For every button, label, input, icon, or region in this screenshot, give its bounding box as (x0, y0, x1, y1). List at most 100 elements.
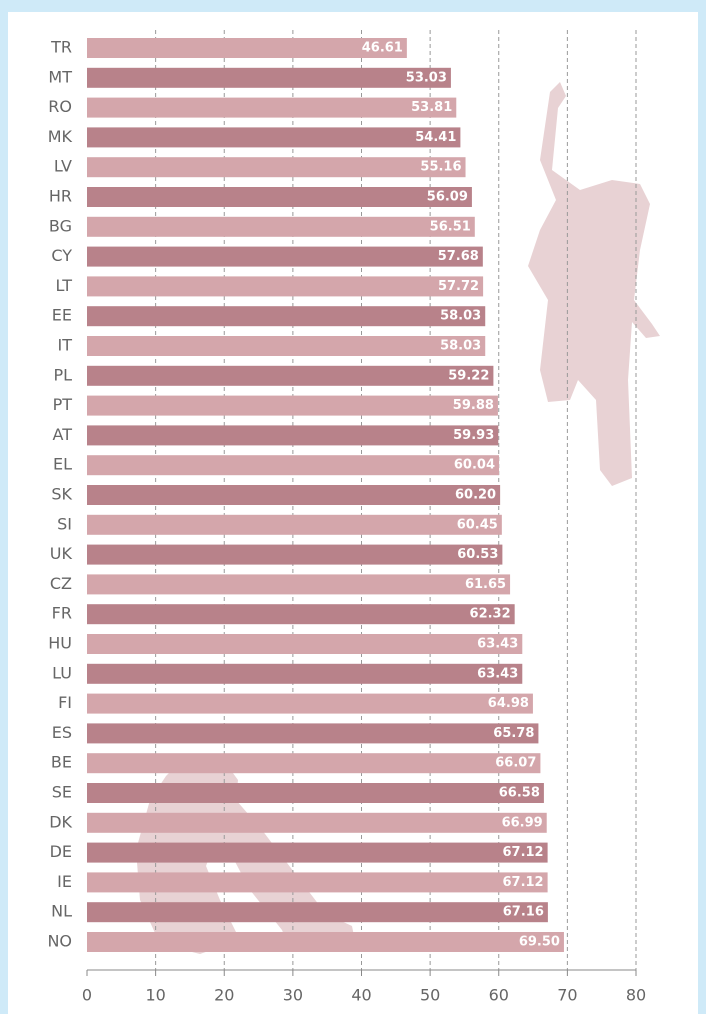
value-label: 57.68 (438, 249, 479, 264)
x-tick-label: 10 (145, 986, 165, 1005)
bar (87, 515, 502, 535)
x-tick-label: 70 (557, 986, 577, 1005)
bar (87, 485, 500, 505)
bar (87, 425, 498, 445)
value-label: 60.04 (454, 458, 495, 473)
value-label: 60.53 (457, 547, 498, 562)
value-label: 67.16 (503, 905, 544, 920)
value-label: 46.61 (362, 41, 403, 56)
bar (87, 187, 472, 207)
bar (87, 545, 502, 565)
y-tick-label: LT (56, 276, 73, 295)
value-label: 66.07 (495, 756, 536, 771)
value-label: 69.50 (519, 935, 560, 950)
bar (87, 783, 544, 803)
value-label: 58.03 (440, 309, 481, 324)
bar (87, 217, 475, 237)
value-label: 56.09 (427, 190, 468, 205)
y-tick-label: PL (53, 365, 72, 384)
y-tick-label: TR (50, 38, 72, 57)
value-label: 54.41 (415, 130, 456, 145)
bar (87, 723, 538, 743)
value-label: 53.81 (411, 100, 452, 115)
page: 01020304050607080TR46.61MT53.03RO53.81MK… (0, 0, 706, 1014)
y-tick-label: LV (54, 157, 72, 176)
value-label: 56.51 (430, 219, 471, 234)
y-tick-label: CZ (50, 574, 72, 593)
y-tick-label: SE (52, 783, 72, 802)
y-tick-label: ES (52, 723, 72, 742)
x-tick-label: 60 (489, 986, 509, 1005)
chart: 01020304050607080TR46.61MT53.03RO53.81MK… (0, 0, 706, 1014)
bar (87, 276, 483, 296)
y-tick-label: MT (48, 67, 72, 86)
y-tick-label: BE (51, 753, 72, 772)
value-label: 67.12 (502, 875, 543, 890)
y-tick-label: PT (53, 395, 73, 414)
x-tick-label: 0 (82, 986, 92, 1005)
y-tick-label: SI (57, 514, 72, 533)
bar (87, 127, 460, 147)
value-label: 55.16 (420, 160, 461, 175)
bar (87, 157, 466, 177)
value-label: 58.03 (440, 339, 481, 354)
value-label: 66.58 (499, 786, 540, 801)
bar (87, 38, 407, 58)
bar (87, 68, 451, 88)
bar (87, 694, 533, 714)
bar (87, 634, 522, 654)
y-tick-label: NL (51, 902, 72, 921)
bar (87, 336, 485, 356)
value-label: 60.45 (457, 517, 498, 532)
bar (87, 604, 515, 624)
bar (87, 932, 564, 952)
y-tick-label: CY (51, 246, 72, 265)
value-label: 60.20 (455, 488, 496, 503)
bar (87, 366, 493, 386)
bar (87, 664, 522, 684)
value-label: 59.93 (453, 428, 494, 443)
y-tick-label: DE (50, 842, 72, 861)
x-tick-label: 80 (626, 986, 646, 1005)
value-label: 64.98 (488, 696, 529, 711)
y-tick-label: AT (53, 425, 73, 444)
bar (87, 306, 485, 326)
bar (87, 902, 548, 922)
y-tick-label: DK (49, 812, 72, 831)
bar (87, 843, 548, 863)
y-tick-label: FI (58, 693, 72, 712)
y-tick-label: SK (51, 485, 72, 504)
y-tick-label: EL (53, 455, 72, 474)
y-tick-label: FR (52, 604, 72, 623)
y-tick-label: LU (52, 663, 72, 682)
value-label: 61.65 (465, 577, 506, 592)
bar (87, 455, 499, 475)
value-label: 53.03 (406, 70, 447, 85)
y-tick-label: EE (52, 306, 72, 325)
value-label: 57.72 (438, 279, 479, 294)
y-tick-label: HR (49, 187, 72, 206)
bar (87, 247, 483, 267)
bar (87, 98, 456, 118)
y-tick-label: BG (49, 216, 72, 235)
y-tick-label: NO (47, 932, 72, 951)
value-label: 62.32 (470, 607, 511, 622)
y-tick-label: MK (48, 127, 73, 146)
bar (87, 872, 548, 892)
y-tick-label: IE (57, 872, 72, 891)
value-label: 63.43 (477, 666, 518, 681)
x-tick-label: 20 (214, 986, 234, 1005)
x-tick-label: 50 (420, 986, 440, 1005)
value-label: 65.78 (493, 726, 534, 741)
y-tick-label: RO (48, 97, 72, 116)
value-label: 66.99 (502, 815, 543, 830)
bar (87, 813, 547, 833)
y-tick-label: UK (50, 544, 73, 563)
x-tick-label: 30 (283, 986, 303, 1005)
bar (87, 574, 510, 594)
value-label: 67.12 (502, 845, 543, 860)
y-tick-label: HU (48, 634, 72, 653)
value-label: 59.88 (453, 398, 494, 413)
y-tick-label: IT (58, 336, 73, 355)
value-label: 59.22 (448, 368, 489, 383)
